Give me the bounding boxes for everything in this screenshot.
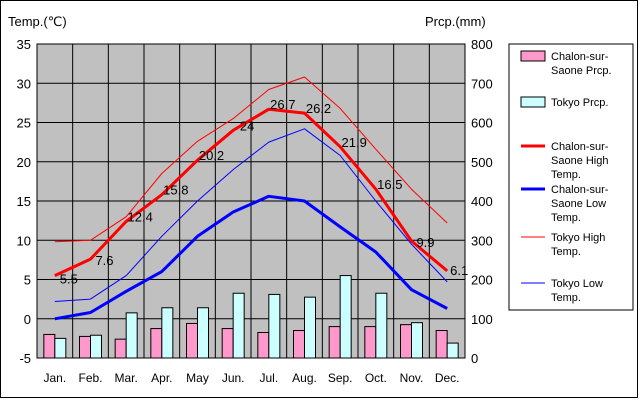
- chalon-high-data-label: 20.2: [199, 148, 224, 163]
- y-right-tick-label: 600: [471, 116, 493, 131]
- y-left-tick-label: 10: [17, 233, 31, 248]
- tokyo-prcp-bar: [197, 307, 209, 359]
- legend-swatch-chalon-prcp: [520, 50, 546, 62]
- y-left-tick-label: 0: [24, 312, 31, 327]
- x-category-label: Apr.: [151, 371, 172, 385]
- legend-label-chalon-high-3: Temp.: [551, 169, 581, 181]
- y-right-tick-label: 300: [471, 233, 493, 248]
- y-left-tick-label: 30: [17, 76, 31, 91]
- legend-swatch-tokyo-prcp: [520, 96, 546, 108]
- y-right-tick-label: 200: [471, 273, 493, 288]
- y-right-tick-label: 100: [471, 312, 493, 327]
- y-axis-left-ticks: -5 0 5 10 15 20 25 30 35: [17, 37, 31, 366]
- chalon-high-data-label: 5.5: [60, 272, 78, 287]
- legend-label-chalon-low-2: Saone Low: [551, 198, 606, 210]
- chalon-high-data-label: 6.1: [450, 263, 468, 278]
- chalon-high-data-label: 24: [240, 118, 254, 133]
- legend-label-chalon-prcp-1: Chalon-sur-: [551, 51, 609, 63]
- tokyo-prcp-bar: [161, 307, 174, 359]
- y-left-tick-label: 35: [17, 37, 31, 52]
- x-category-label: Aug.: [292, 371, 317, 385]
- tokyo-prcp-bar: [90, 334, 102, 359]
- x-category-label: Oct.: [365, 371, 387, 385]
- legend-label-chalon-low-3: Temp.: [551, 212, 581, 224]
- legend-label-tokyo-prcp: Tokyo Prcp.: [551, 97, 608, 109]
- chalon-prcp-bar: [43, 333, 56, 359]
- legend-label-chalon-prcp-2: Saone Prcp.: [551, 65, 612, 77]
- chalon-high-data-label: 16.5: [377, 177, 402, 192]
- legend-label-chalon-low-1: Chalon-sur-: [551, 184, 609, 196]
- chalon-prcp-bar: [364, 326, 377, 359]
- x-category-label: Sep.: [328, 371, 353, 385]
- legend-label-chalon-high-1: Chalon-sur-: [551, 141, 609, 153]
- y-left-tick-label: 15: [17, 194, 31, 209]
- chalon-prcp-bar: [400, 324, 412, 359]
- chalon-prcp-bar: [221, 328, 234, 359]
- legend-label-tokyo-low-1: Tokyo Low: [551, 278, 603, 290]
- x-category-label: Mar.: [114, 371, 137, 385]
- chalon-high-data-label: 26.2: [306, 101, 331, 116]
- tokyo-prcp-bar: [375, 292, 388, 359]
- gridlines: [37, 44, 465, 358]
- y-axis-right-ticks: 0 100 200 300 400 500 600 700 800: [471, 37, 493, 366]
- y-right-tick-label: 500: [471, 155, 493, 170]
- chalon-low-line: [54, 194, 448, 321]
- y-right-tick-label: 700: [471, 76, 493, 91]
- tokyo-low-line: [54, 128, 448, 302]
- legend-label-tokyo-high-1: Tokyo High: [551, 232, 605, 244]
- y-left-tick-label: 5: [24, 273, 31, 288]
- temperature-lines: [54, 76, 449, 321]
- y-left-tick-label: 25: [17, 116, 31, 131]
- x-category-label: Jul.: [259, 371, 278, 385]
- y-right-tick-label: 800: [471, 37, 493, 52]
- precipitation-bars: [43, 275, 459, 359]
- x-category-label: Nov.: [400, 371, 424, 385]
- x-category-label: Jan.: [43, 371, 66, 385]
- legend-label-tokyo-low-2: Temp.: [551, 292, 581, 304]
- x-category-label: May: [186, 371, 209, 385]
- y-axis-left-label: Temp.(℃): [8, 14, 67, 29]
- x-category-label: Feb.: [78, 371, 102, 385]
- chalon-high-data-label: 9.9: [416, 235, 434, 250]
- chalon-high-data-label: 15.8: [163, 183, 188, 198]
- tokyo-prcp-bar: [268, 293, 281, 359]
- data-labels: 5.5 7.6 12.4 15.8 20.2 24 26.7 26.2 21.9 16.5 9.9 6…: [60, 97, 468, 286]
- y-left-tick-label: 20: [17, 155, 31, 170]
- tokyo-high-line: [54, 76, 448, 243]
- chalon-high-data-label: 7.6: [95, 253, 113, 268]
- chalon-high-line: [54, 107, 449, 277]
- chalon-prcp-bar: [328, 326, 341, 359]
- tokyo-prcp-bar: [54, 337, 67, 359]
- chalon-prcp-bar: [186, 322, 198, 359]
- legend: Chalon-sur- Saone Prcp. Tokyo Prcp. Chal…: [508, 43, 634, 311]
- legend-label-tokyo-high-2: Temp.: [551, 246, 581, 258]
- y-left-tick-label: -5: [19, 351, 31, 366]
- x-axis-categories: Jan. Feb. Mar. Apr. May Jun. Jul. Aug. Sep. Oct. N…: [43, 371, 459, 385]
- chalon-high-data-label: 26.7: [270, 97, 295, 112]
- chalon-prcp-bar: [150, 328, 163, 359]
- chalon-prcp-bar: [114, 338, 127, 359]
- tokyo-prcp-bar: [446, 342, 459, 359]
- x-category-label: Jun.: [222, 371, 245, 385]
- tokyo-prcp-bar: [411, 322, 423, 359]
- y-axis-right-label: Prcp.(mm): [425, 14, 486, 29]
- tokyo-prcp-bar: [232, 292, 245, 359]
- legend-box: [508, 43, 634, 311]
- chalon-prcp-bar: [79, 335, 91, 359]
- tokyo-prcp-bar: [304, 296, 316, 359]
- tokyo-prcp-bar: [125, 312, 138, 359]
- x-category-label: Dec.: [435, 371, 460, 385]
- tokyo-prcp-bar: [339, 275, 352, 359]
- y-right-tick-label: 400: [471, 194, 493, 209]
- chalon-prcp-bar: [293, 330, 305, 359]
- chalon-prcp-bar: [435, 330, 448, 359]
- chalon-high-data-label: 21.9: [342, 135, 367, 150]
- legend-label-chalon-high-2: Saone High: [551, 155, 609, 167]
- chalon-prcp-bar: [257, 331, 270, 359]
- chalon-high-data-label: 12.4: [128, 209, 153, 224]
- y-right-tick-label: 0: [471, 351, 478, 366]
